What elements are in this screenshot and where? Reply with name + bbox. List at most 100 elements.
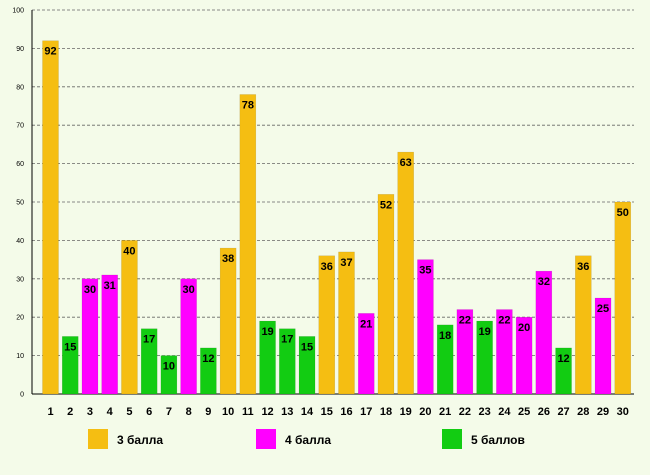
legend-swatch [88, 429, 108, 449]
bar [101, 274, 118, 395]
legend-item: 5 баллов [442, 429, 525, 449]
x-tick-label: 9 [205, 406, 211, 418]
bar [61, 336, 79, 395]
y-tick-label: 0 [20, 392, 24, 399]
bar [81, 278, 99, 395]
x-tick-label: 4 [107, 406, 114, 418]
x-tick-label: 29 [597, 406, 609, 418]
x-tick-label: 21 [439, 406, 451, 418]
data-label: 30 [84, 284, 96, 296]
bar [259, 320, 276, 395]
bar [140, 328, 158, 395]
data-label: 17 [143, 334, 155, 346]
data-label: 37 [340, 257, 352, 269]
y-tick-label: 80 [16, 84, 24, 91]
x-tick-label: 7 [166, 406, 172, 418]
bar [594, 297, 612, 395]
legend-label: 3 балла [117, 433, 163, 447]
x-tick-label: 28 [577, 406, 589, 418]
legend-item: 4 балла [256, 429, 331, 449]
data-label: 50 [617, 207, 629, 219]
y-tick-label: 20 [16, 315, 24, 322]
data-label: 15 [301, 341, 313, 353]
data-label: 12 [557, 353, 569, 365]
y-tick-label: 90 [16, 46, 24, 53]
bar [614, 201, 632, 395]
bar [456, 309, 474, 395]
bar [338, 251, 355, 395]
legend-swatch [256, 429, 276, 449]
y-tick-label: 50 [16, 200, 24, 207]
legend-label: 4 балла [285, 433, 331, 447]
data-label: 35 [419, 265, 431, 277]
bar [417, 259, 434, 395]
legend-item: 3 балла [88, 429, 163, 449]
bar [436, 324, 454, 395]
data-label: 22 [459, 315, 471, 327]
x-tick-label: 24 [498, 406, 511, 418]
y-tick-label: 100 [12, 8, 24, 15]
bar [219, 247, 237, 395]
data-label: 36 [321, 261, 333, 273]
data-label: 25 [597, 303, 609, 315]
x-tick-label: 11 [242, 406, 254, 418]
data-label: 52 [380, 199, 392, 211]
bar [298, 336, 316, 395]
data-label: 21 [360, 318, 372, 330]
x-tick-label: 19 [400, 406, 412, 418]
data-label: 19 [479, 326, 491, 338]
x-tick-label: 12 [261, 406, 273, 418]
y-tick-label: 70 [16, 123, 24, 130]
legend-label: 5 баллов [471, 433, 525, 447]
bar [496, 309, 513, 395]
bar [42, 40, 59, 395]
data-label: 92 [44, 46, 56, 58]
bar [160, 355, 178, 395]
bar [377, 194, 395, 395]
data-label: 15 [64, 341, 76, 353]
data-label: 36 [577, 261, 589, 273]
data-label: 17 [281, 334, 293, 346]
data-label: 22 [498, 315, 510, 327]
bar [575, 255, 592, 395]
data-label: 78 [242, 99, 254, 111]
bar [239, 94, 257, 395]
data-label: 19 [261, 326, 273, 338]
x-tick-label: 22 [459, 406, 471, 418]
data-label: 30 [183, 284, 195, 296]
data-label: 32 [538, 276, 550, 288]
x-axis-ticks: 1 2 3 4 5 6 7 8 9 10 11 12 13 14 15 16 17 18 19 20 21 22 23 24 2… [47, 406, 628, 418]
bar [318, 255, 336, 395]
y-tick-label: 60 [16, 161, 24, 168]
x-tick-label: 3 [87, 406, 93, 418]
x-tick-label: 26 [538, 406, 550, 418]
x-tick-label: 6 [146, 406, 152, 418]
x-tick-label: 15 [321, 406, 333, 418]
x-tick-label: 14 [301, 406, 314, 418]
y-axis-ticks: 0 10 20 30 40 50 60 70 80 90 100 [12, 8, 24, 399]
bar [121, 240, 138, 395]
data-label: 20 [518, 322, 530, 334]
data-label: 10 [163, 361, 175, 373]
bar [357, 313, 375, 395]
bar [279, 328, 296, 395]
x-tick-label: 5 [126, 406, 132, 418]
data-label: 40 [123, 245, 135, 257]
x-tick-label: 18 [380, 406, 392, 418]
bar [180, 278, 197, 395]
bar [476, 320, 493, 395]
data-labels: 92 15 30 31 40 17 10 30 12 38 78 19 17 15 36 37 21 52 63 35… [44, 46, 629, 373]
data-label: 31 [104, 280, 116, 292]
x-tick-label: 13 [281, 406, 293, 418]
x-tick-label: 1 [47, 406, 53, 418]
legend-swatch [442, 429, 462, 449]
legend: 3 балла 4 балла 5 баллов [88, 429, 525, 449]
data-label: 38 [222, 253, 234, 265]
data-label: 12 [202, 353, 214, 365]
x-tick-label: 17 [360, 406, 372, 418]
x-tick-label: 16 [340, 406, 352, 418]
x-tick-label: 23 [479, 406, 491, 418]
y-tick-label: 10 [16, 353, 24, 360]
